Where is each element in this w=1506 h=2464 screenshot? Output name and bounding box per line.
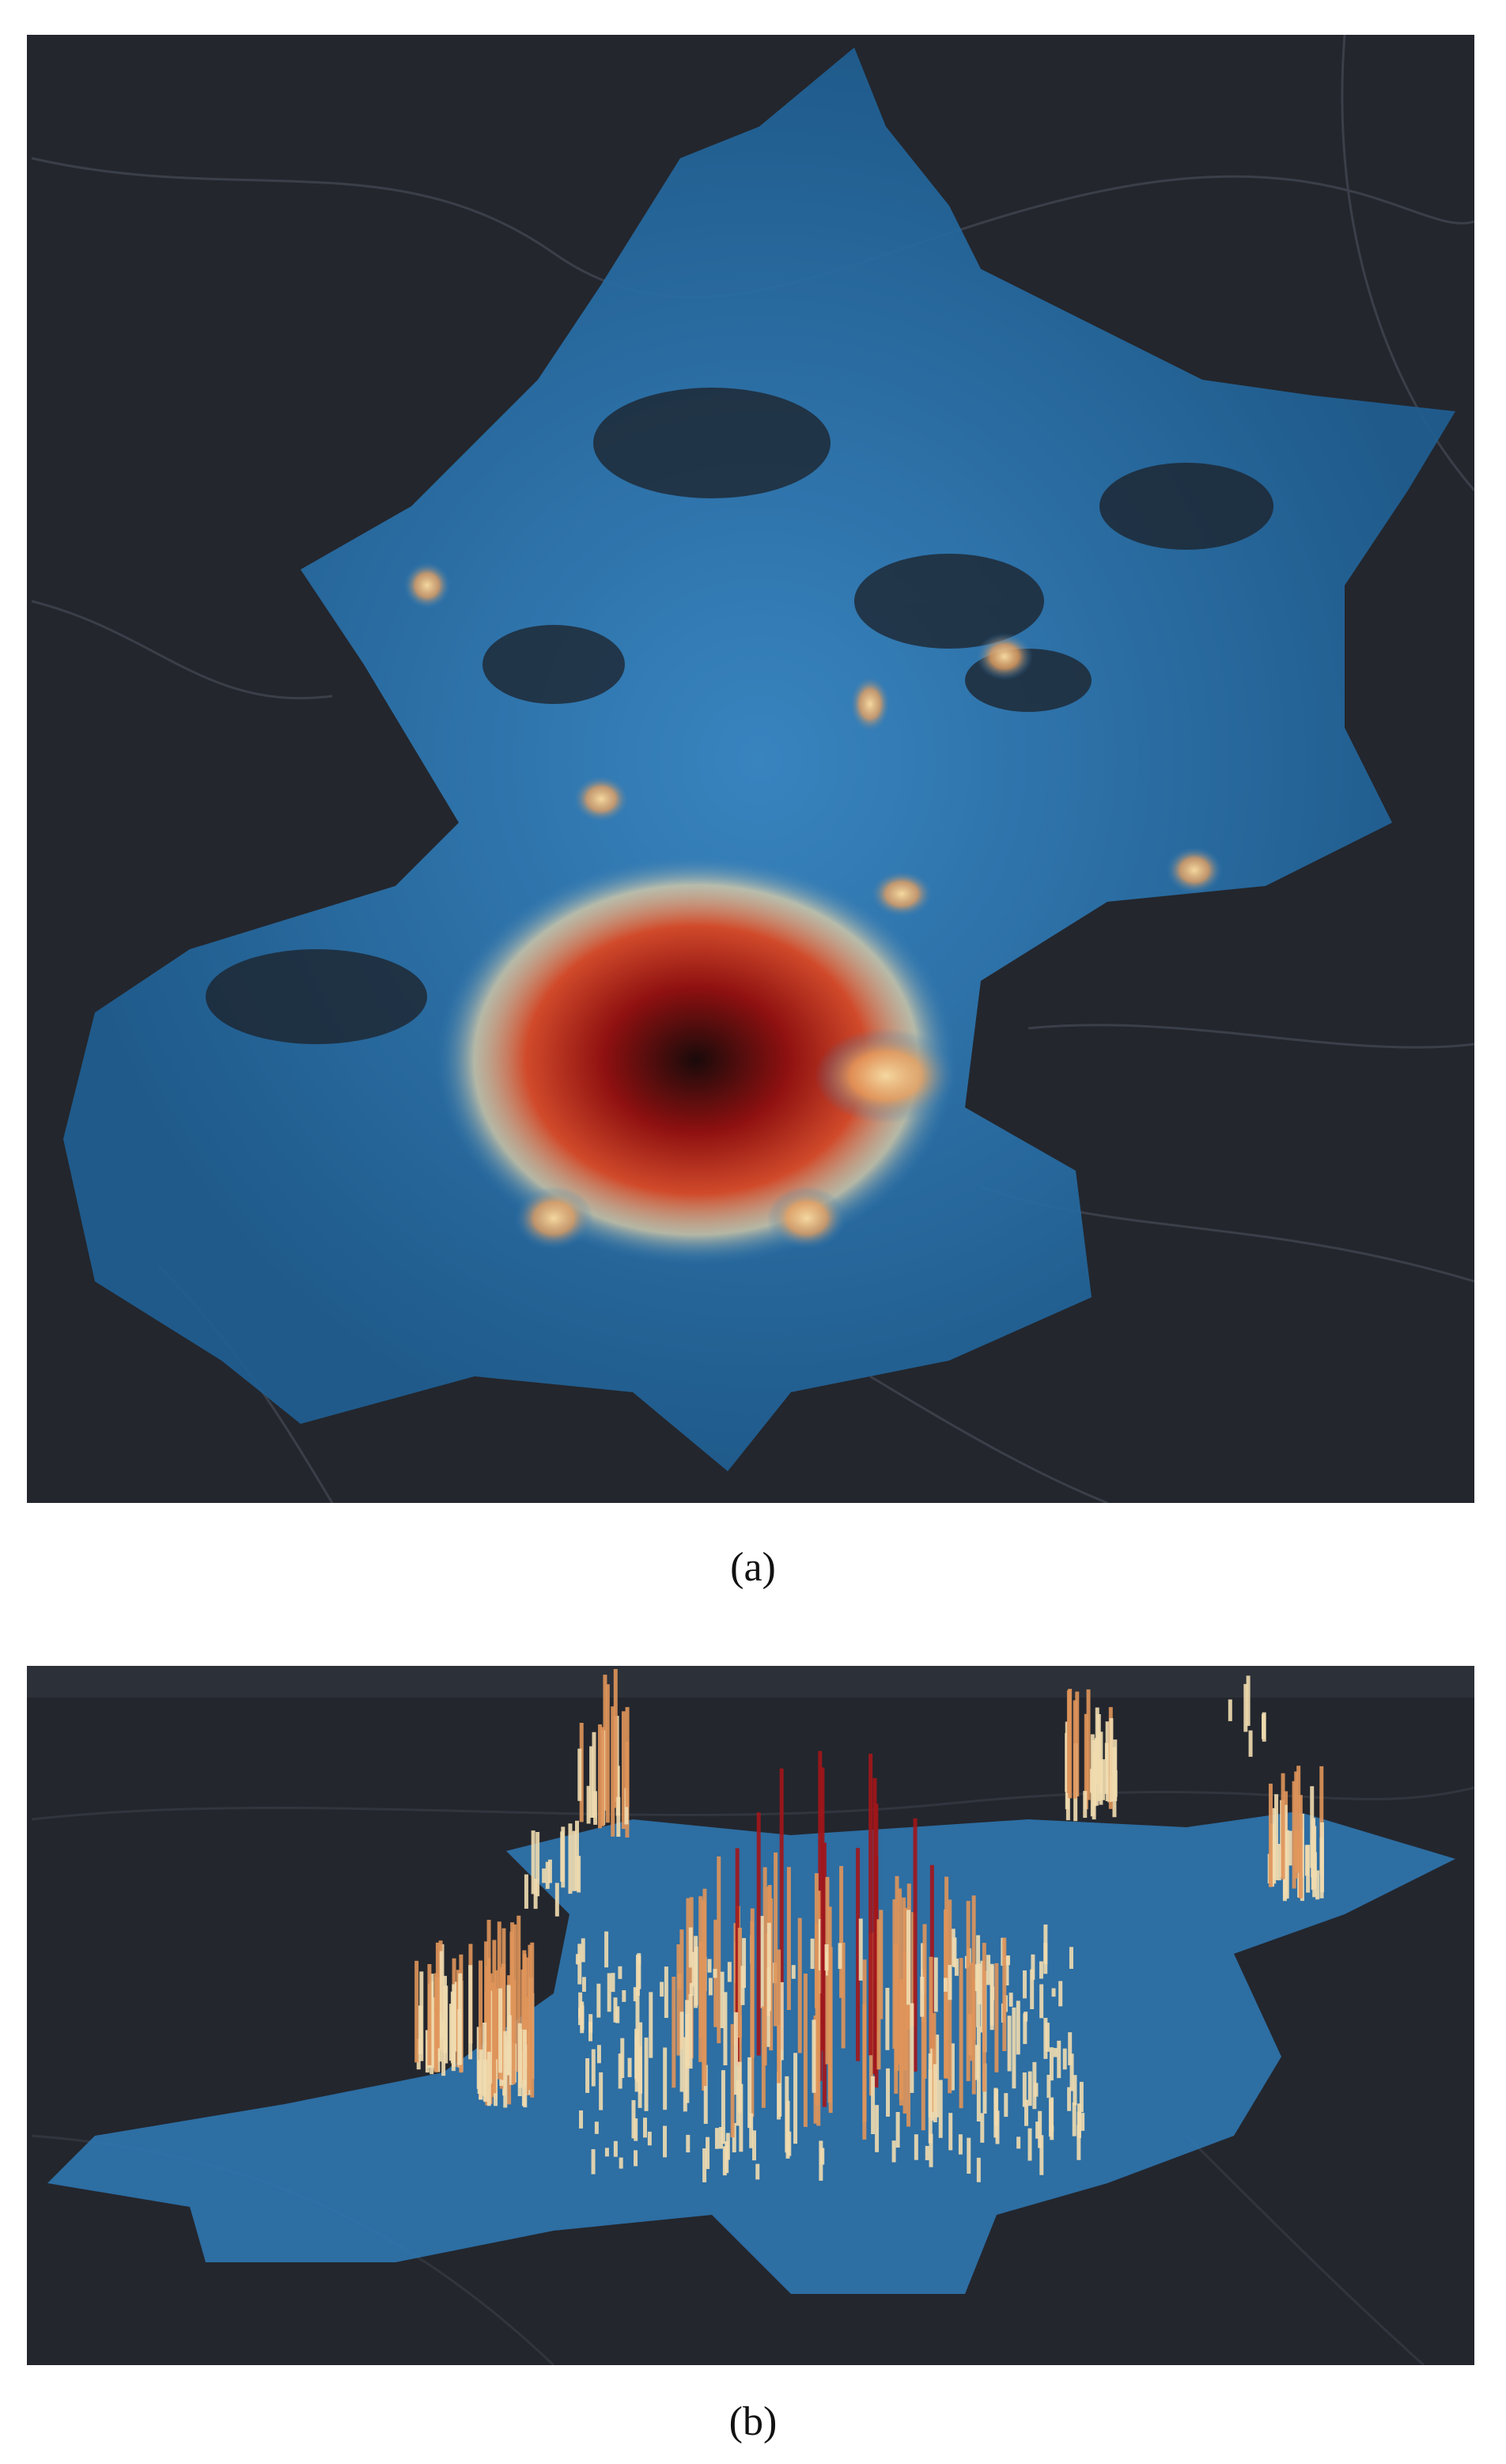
panel-caption: (a) [730, 1545, 776, 1590]
panel-caption: (b) [729, 2399, 778, 2444]
region-coverage [63, 47, 1455, 1471]
column-bars [414, 1668, 1324, 2182]
map-panel-b [27, 1666, 1474, 2365]
heat-spots [403, 562, 1223, 1266]
map-panel-a [27, 35, 1474, 1503]
